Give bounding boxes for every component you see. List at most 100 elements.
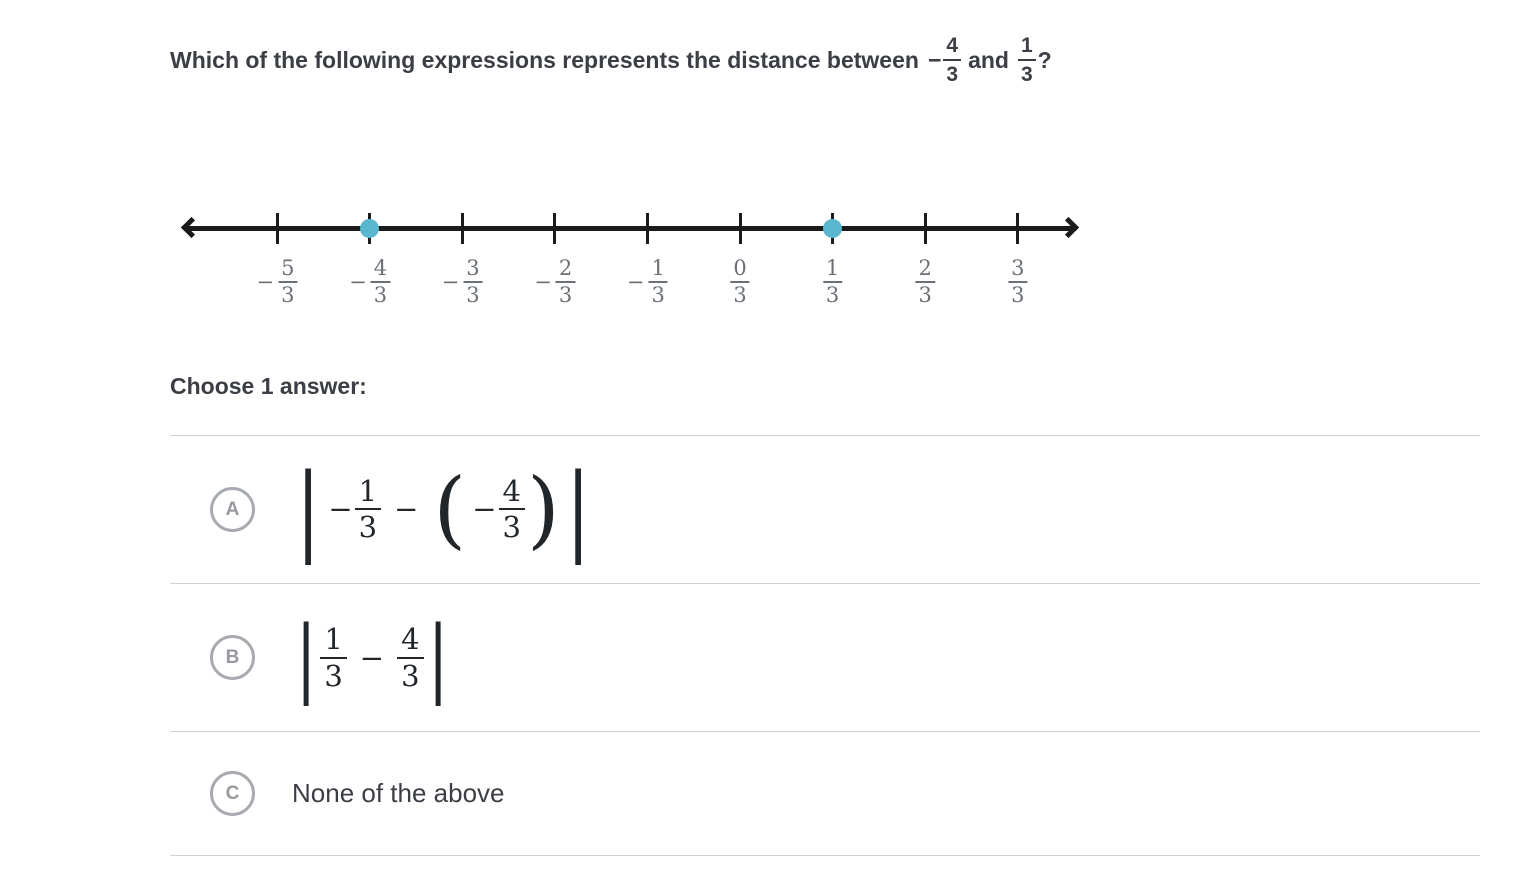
number-line-tick [275,213,279,244]
denominator: 3 [822,281,843,308]
absolute-value-bar: | [296,453,321,566]
denominator: 3 [320,656,347,693]
question-prefix: Which of the following expressions repre… [170,46,919,73]
numerator: 4 [401,622,420,657]
option-b-expression: | 1 3 − 4 3 | [292,607,452,706]
numerator: 4 [946,33,959,57]
option-letter: C [225,782,240,804]
fraction: 4 3 [943,32,962,89]
minus-operator: − [359,640,385,675]
numerator: 3 [1011,256,1025,280]
denominator: 3 [555,281,576,308]
numerator: 1 [358,474,378,509]
numerator: 1 [825,256,840,280]
option-letter: B [225,646,240,668]
minus-sign: − [441,269,460,294]
question-suffix: ? [1037,46,1052,73]
fraction: 1 3 [320,622,347,693]
numerator: 2 [918,256,932,280]
absolute-value-bar: | [565,453,591,566]
tick-label: −1 3 [627,256,668,308]
number-line-tick [645,213,649,244]
number-line-tick [923,213,927,244]
denominator: 3 [463,281,483,308]
number-line-axis [188,226,1072,231]
option-a-expression: | − 1 3 − ( − 4 3 ) | [292,453,594,566]
tick-label: −2 3 [534,256,576,308]
answer-option-b[interactable]: B | 1 3 − 4 3 | [170,583,1480,731]
numerator: 4 [502,474,521,509]
numerator: 4 [373,256,388,280]
number-line-point-dot [823,219,843,238]
arrow-left-icon [180,216,203,239]
tick-label: −5 3 [257,256,298,308]
numerator: 2 [558,256,573,280]
denominator: 3 [1017,59,1036,88]
denominator: 3 [498,508,525,544]
minus-sign: − [349,269,367,294]
numerator: 1 [1020,33,1033,57]
option-letter: A [225,498,240,520]
radio-button-c[interactable]: C [210,771,255,816]
numerator: 5 [281,256,295,280]
denominator: 3 [730,281,750,308]
absolute-value-bar: | [295,607,317,706]
denominator: 3 [354,508,382,544]
minus-sign: − [256,269,275,294]
numerator: 3 [466,256,480,280]
arrow-right-icon [1057,216,1080,239]
number-line: −5 3−4 3−3 3−2 3−1 3 0 3 1 3 2 3 3 3 [170,193,1090,328]
denominator: 3 [915,281,935,308]
option-c-text: None of the above [292,778,505,808]
number-line-tick [738,213,742,244]
numerator: 1 [324,622,343,657]
close-paren: ) [526,459,560,558]
fraction: 4 3 [498,474,525,544]
denominator: 3 [1008,281,1028,308]
fraction: 4 3 [397,622,424,693]
tick-label: −4 3 [349,256,391,308]
radio-button-a[interactable]: A [210,487,255,532]
minus-sign: − [328,492,353,527]
minus-sign: − [927,46,942,73]
denominator: 3 [370,281,391,308]
radio-button-b[interactable]: B [210,635,255,680]
open-paren: ( [433,459,467,558]
tick-label: −3 3 [442,256,483,308]
number-line-tick [553,213,557,244]
absolute-value-bar: | [427,607,449,706]
question-text: Which of the following expressions repre… [170,20,1052,100]
denominator: 3 [397,656,424,693]
answer-option-c[interactable]: C None of the above [170,731,1480,855]
numerator: 0 [733,256,747,280]
choose-answer-prompt: Choose 1 answer: [170,373,367,399]
denominator: 3 [943,59,962,88]
fraction: 1 3 [354,474,382,544]
answer-option-a[interactable]: A | − 1 3 − ( − 4 3 ) | [170,435,1480,583]
question-conjunction: and [968,46,1009,73]
answer-options: A | − 1 3 − ( − 4 3 ) | [170,435,1480,856]
fraction: 1 3 [1017,32,1036,89]
question-fraction-2: 1 3 [1017,32,1036,89]
number-line-tick [1016,213,1020,244]
minus-operator: − [394,492,419,527]
minus-sign: − [626,269,645,294]
minus-sign: − [534,269,552,294]
numerator: 1 [651,256,665,280]
denominator: 3 [648,281,668,308]
number-line-point-dot [360,219,380,238]
